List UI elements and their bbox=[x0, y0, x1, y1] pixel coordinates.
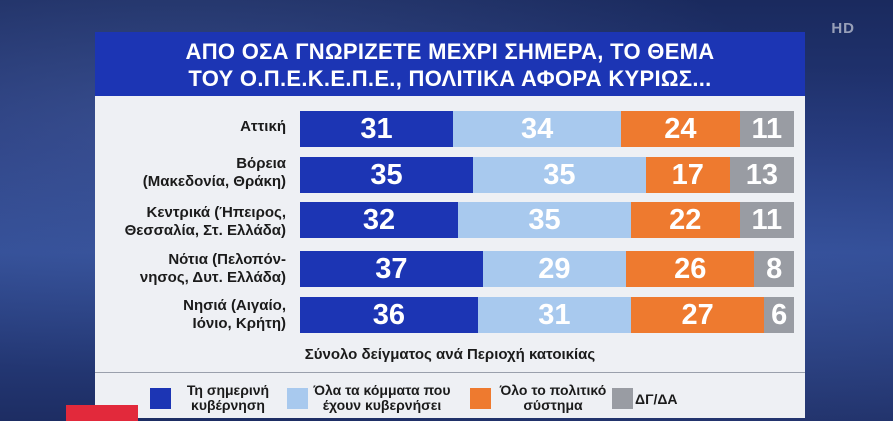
bar-segment: 13 bbox=[729, 157, 794, 193]
legend-label: ΔΓ/ΔΑ bbox=[635, 392, 707, 407]
bar-segment: 32 bbox=[300, 202, 459, 238]
legend-label-line-1: ΔΓ/ΔΑ bbox=[635, 391, 678, 407]
row-label-line-1: Νότια (Πελοπόν- bbox=[168, 251, 286, 268]
bar-segment: 17 bbox=[645, 157, 730, 193]
data-label: 24 bbox=[664, 112, 697, 145]
chart-title: ΑΠΟ ΟΣΑ ΓΝΩΡΙΖΕΤΕ ΜΕΧΡΙ ΣΗΜΕΡΑ, ΤΟ ΘΕΜΑ … bbox=[95, 32, 805, 96]
data-label: 26 bbox=[674, 252, 707, 285]
data-label: 13 bbox=[745, 158, 778, 191]
legend-label: Τη σημερινή κυβέρνηση bbox=[176, 383, 280, 413]
bar-segment: 24 bbox=[621, 111, 740, 147]
data-label: 35 bbox=[543, 158, 576, 191]
row-label: Αττική bbox=[96, 118, 286, 136]
row-label-line-2: νησος, Δυτ. Ελλάδα) bbox=[139, 269, 286, 286]
data-label: 36 bbox=[372, 298, 406, 331]
chart-subtitle: Σύνολο δείγματος ανά Περιοχή κατοικίας bbox=[304, 346, 596, 363]
row-label-line-1: Νησιά (Αιγαίο, bbox=[183, 297, 286, 314]
legend-label-line-1: Όλο το πολιτικό bbox=[499, 382, 607, 398]
data-label: 29 bbox=[538, 252, 571, 285]
chart-title-line-2: ΤΟΥ Ο.Π.Ε.Κ.Ε.Π.Ε., ΠΟΛΙΤΙΚΑ ΑΦΟΡΑ ΚΥΡΙΩ… bbox=[188, 66, 712, 91]
row-label-line-2: (Μακεδονία, Θράκη) bbox=[142, 173, 286, 190]
legend-label: Όλα τα κόμματα που έχουν κυβερνήσει bbox=[312, 383, 452, 413]
bar-segment: 31 bbox=[300, 111, 454, 147]
row-label: Νότια (Πελοπόν-νησος, Δυτ. Ελλάδα) bbox=[96, 251, 286, 287]
bar-segment: 37 bbox=[300, 251, 483, 287]
row-label: Νησιά (Αιγαίο, Ιόνιο, Κρήτη) bbox=[96, 297, 286, 333]
bar-segment: 22 bbox=[630, 202, 740, 238]
data-label: 27 bbox=[681, 298, 714, 331]
row-label-line-1: Κεντρικά (Ήπειρος, bbox=[146, 204, 286, 221]
row-label: Βόρεια (Μακεδονία, Θράκη) bbox=[96, 155, 286, 191]
data-label: 32 bbox=[362, 203, 396, 236]
bar-segment: 27 bbox=[630, 297, 765, 333]
hd-watermark: HD bbox=[831, 20, 855, 37]
bar-segment: 34 bbox=[453, 111, 622, 147]
data-label: 37 bbox=[375, 252, 408, 285]
data-label: 11 bbox=[751, 203, 783, 236]
legend-divider bbox=[95, 372, 805, 373]
channel-ticker-tab bbox=[66, 405, 138, 421]
legend-label-line-1: Τη σημερινή bbox=[186, 382, 270, 398]
data-label: 31 bbox=[538, 298, 571, 331]
data-label: 8 bbox=[766, 252, 783, 285]
data-label: 35 bbox=[528, 203, 561, 236]
row-label-line-1: Αττική bbox=[240, 118, 286, 135]
row-label: Κεντρικά (Ήπειρος, Θεσσαλία, Στ. Ελλάδα) bbox=[96, 204, 286, 240]
legend-swatch bbox=[150, 388, 171, 409]
row-label-line-2: Θεσσαλία, Στ. Ελλάδα) bbox=[124, 222, 286, 239]
data-label: 31 bbox=[360, 112, 393, 145]
legend-swatch bbox=[287, 388, 308, 409]
data-label: 34 bbox=[520, 112, 554, 145]
legend-swatch bbox=[612, 388, 633, 409]
bar-segment: 29 bbox=[482, 251, 627, 287]
data-label: 35 bbox=[370, 158, 403, 191]
bar-segment: 26 bbox=[626, 251, 755, 287]
row-label-line-1: Βόρεια bbox=[236, 155, 286, 172]
data-label: 6 bbox=[771, 298, 788, 331]
bar-segment: 35 bbox=[458, 202, 631, 238]
chart-title-line-1: ΑΠΟ ΟΣΑ ΓΝΩΡΙΖΕΤΕ ΜΕΧΡΙ ΣΗΜΕΡΑ, ΤΟ ΘΕΜΑ bbox=[185, 39, 715, 64]
data-label: 22 bbox=[669, 203, 702, 236]
data-label: 17 bbox=[671, 158, 704, 191]
data-label: 11 bbox=[751, 112, 783, 145]
bar-segment: 31 bbox=[477, 297, 631, 333]
legend-label-line-1: Όλα τα κόμματα που bbox=[313, 382, 451, 398]
bar-segment: 11 bbox=[739, 111, 794, 147]
bar-segment: 11 bbox=[739, 202, 794, 238]
legend-label-line-2: έχουν κυβερνήσει bbox=[322, 397, 442, 413]
legend-swatch bbox=[470, 388, 491, 409]
row-label-line-2: Ιόνιο, Κρήτη) bbox=[192, 315, 286, 332]
bar-segment: 35 bbox=[300, 157, 473, 193]
legend-label-line-2: σύστημα bbox=[523, 397, 583, 413]
bar-segment: 35 bbox=[472, 157, 646, 193]
legend-label-line-2: κυβέρνηση bbox=[191, 397, 265, 413]
legend-label: Όλο το πολιτικό σύστημα bbox=[494, 383, 612, 413]
bar-segment: 8 bbox=[754, 251, 794, 287]
bar-segment: 36 bbox=[300, 297, 478, 333]
bar-segment: 6 bbox=[764, 297, 794, 333]
